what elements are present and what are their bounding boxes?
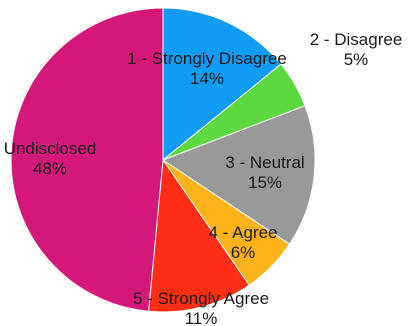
slice-percent-label: 11%: [185, 309, 218, 326]
pie-label-5-strongly-agree: 5 - Strongly Agree 11%: [133, 289, 269, 326]
pie-slices: [10, 7, 316, 313]
slice-percent-label: 5%: [344, 50, 369, 69]
pie-slice-undisclosed: [10, 7, 164, 312]
pie-slice-3-neutral: [161, 105, 316, 245]
slice-category-label: 3 - Neutral: [225, 153, 304, 172]
pie-label-1-strongly-disagree: 1 - Strongly Disagree 14%: [127, 49, 287, 88]
slice-category-label: Undisclosed: [4, 139, 97, 158]
pie-label-2-disagree: 2 - Disagree 5%: [310, 30, 403, 69]
pie-label-3-neutral: 3 - Neutral 15%: [225, 153, 304, 192]
slice-percent-label: 14%: [190, 69, 224, 88]
slice-category-label: 1 - Strongly Disagree: [127, 49, 287, 68]
pie-label-undisclosed: Undisclosed 48%: [4, 139, 97, 178]
slice-category-label: 2 - Disagree: [310, 30, 403, 49]
pie-slice-1-strongly-disagree: [162, 7, 282, 162]
slice-category-label: 5 - Strongly Agree: [133, 289, 269, 308]
slice-percent-label: 6%: [231, 243, 256, 262]
pie-label-4-agree: 4 - Agree 6%: [209, 223, 278, 262]
pie-slice-5-strongly-agree: [148, 158, 250, 313]
slice-percent-label: 48%: [33, 159, 67, 178]
slice-percent-label: 15%: [248, 173, 282, 192]
slice-category-label: 4 - Agree: [209, 223, 278, 242]
pie-labels: 1 - Strongly Disagree 14% 2 - Disagree 5% 3 …: [4, 30, 403, 326]
